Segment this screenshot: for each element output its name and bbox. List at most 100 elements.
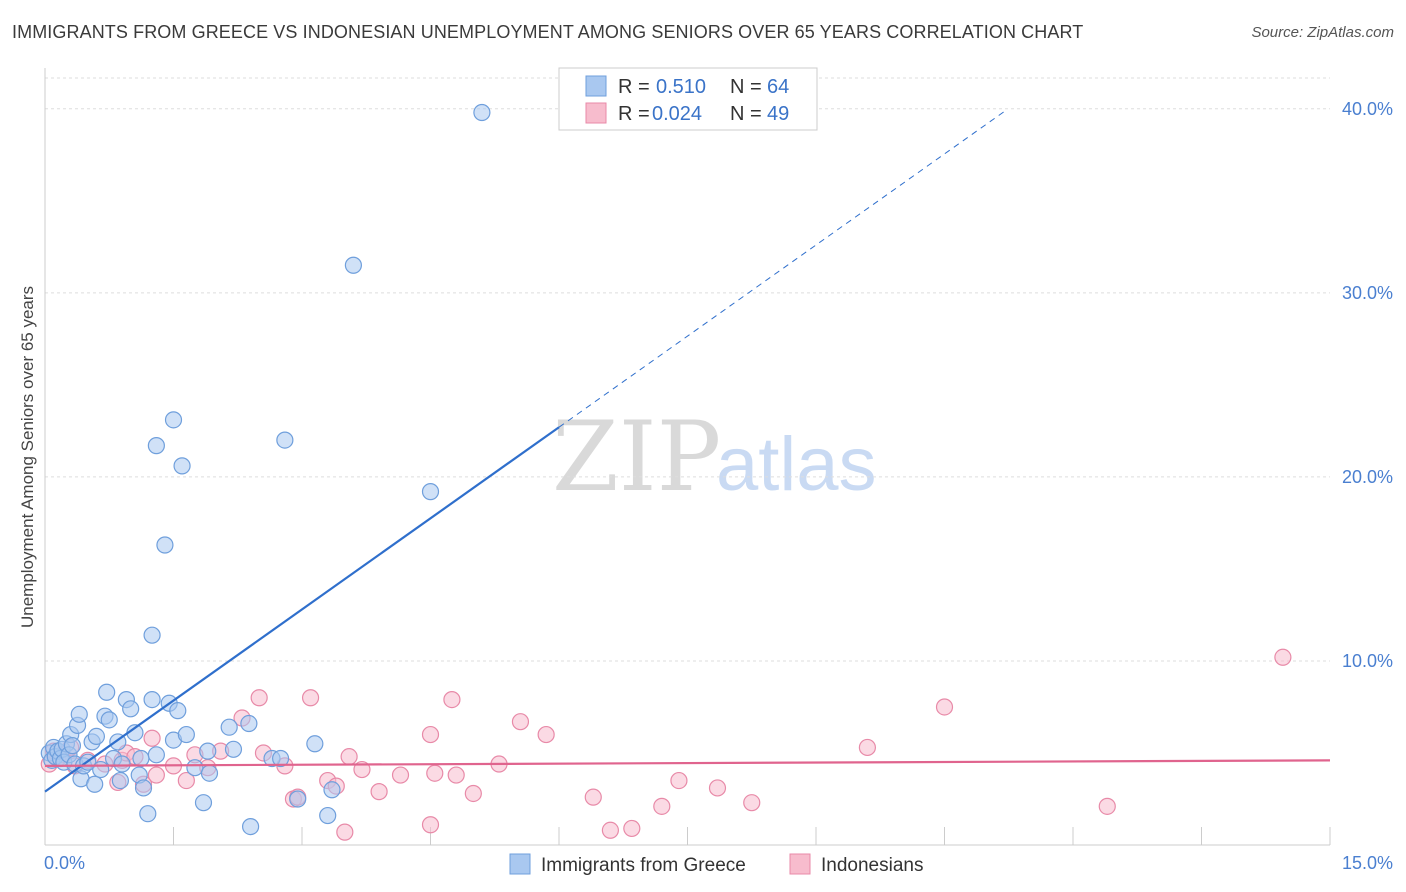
point-indonesians xyxy=(143,729,161,747)
point-indonesians xyxy=(147,766,165,784)
point-indonesians xyxy=(935,698,954,716)
point-greece xyxy=(143,691,161,709)
point-greece xyxy=(199,742,217,760)
point-greece xyxy=(289,790,307,808)
point-indonesians xyxy=(301,689,320,707)
y-tick-label: 30.0% xyxy=(1342,283,1393,303)
point-greece xyxy=(177,725,195,744)
point-greece xyxy=(147,437,165,455)
point-indonesians xyxy=(447,766,465,784)
legend-r-label-greece: R = xyxy=(618,76,650,98)
point-greece xyxy=(122,700,140,718)
point-indonesians xyxy=(653,797,671,815)
point-greece xyxy=(344,256,362,274)
point-greece xyxy=(100,711,118,729)
trend-line-greece-extension xyxy=(558,110,1005,428)
point-greece xyxy=(240,714,258,733)
point-greece xyxy=(306,735,324,753)
point-indonesians xyxy=(426,764,444,782)
point-greece xyxy=(220,718,238,736)
y-tick-label: 10.0% xyxy=(1342,651,1393,671)
point-greece xyxy=(70,705,88,723)
point-indonesians xyxy=(464,784,482,803)
legend-n-label-indonesians: N = xyxy=(730,103,762,125)
point-indonesians xyxy=(370,783,388,801)
y-tick-label: 40.0% xyxy=(1342,99,1393,119)
point-greece xyxy=(173,457,191,475)
point-greece xyxy=(147,746,165,764)
bottom-legend: Immigrants from Greece Indonesians xyxy=(509,853,923,876)
point-greece xyxy=(242,817,260,836)
point-greece xyxy=(143,626,161,644)
bottom-legend-label-indonesians: Indonesians xyxy=(821,855,923,876)
point-indonesians xyxy=(670,771,688,790)
chart-title: IMMIGRANTS FROM GREECE VS INDONESIAN UNE… xyxy=(12,22,1084,42)
point-indonesians xyxy=(443,691,461,709)
legend-n-label-greece: N = xyxy=(730,76,762,98)
point-greece xyxy=(63,737,82,755)
point-greece xyxy=(276,431,294,449)
y-axis-label: Unemployment Among Seniors over 65 years xyxy=(18,286,37,628)
point-indonesians xyxy=(537,725,555,744)
point-greece xyxy=(134,779,153,797)
point-greece xyxy=(132,749,150,768)
legend-swatch-greece xyxy=(585,75,607,97)
legend-swatch-indonesians xyxy=(585,102,607,124)
chart-source: Source: ZipAtlas.com xyxy=(1251,24,1394,41)
point-indonesians xyxy=(743,794,761,812)
point-greece xyxy=(194,794,213,812)
trend-lines xyxy=(44,110,1331,793)
point-indonesians xyxy=(250,689,268,707)
y-axis-ticks: 10.0% 20.0% 30.0% 40.0% xyxy=(1342,99,1393,671)
legend-n-value-indonesians: 49 xyxy=(767,103,789,125)
y-tick-label: 20.0% xyxy=(1342,467,1393,487)
point-greece xyxy=(224,740,243,758)
legend-r-label-indonesians: R = xyxy=(618,103,650,125)
point-indonesians xyxy=(584,788,602,806)
point-greece xyxy=(113,755,131,773)
point-greece xyxy=(156,536,174,554)
bottom-legend-label-greece: Immigrants from Greece xyxy=(541,855,746,876)
point-greece xyxy=(323,781,341,799)
point-indonesians xyxy=(601,821,620,839)
point-indonesians xyxy=(511,713,530,731)
point-indonesians xyxy=(177,771,195,790)
point-indonesians xyxy=(1274,648,1292,666)
watermark: ZIP atlas xyxy=(552,401,877,513)
point-greece xyxy=(473,103,491,122)
point-greece xyxy=(87,727,106,746)
bottom-legend-swatch-greece xyxy=(509,853,531,875)
trend-line-indonesians xyxy=(44,759,1331,767)
point-greece xyxy=(139,805,157,823)
point-indonesians xyxy=(336,823,354,841)
point-greece xyxy=(319,806,337,825)
watermark-atlas: atlas xyxy=(716,422,877,507)
point-indonesians xyxy=(623,819,641,838)
legend-r-value-greece: 0.510 xyxy=(656,76,706,98)
point-greece xyxy=(421,483,440,501)
point-greece xyxy=(98,683,116,701)
legend-n-value-greece: 64 xyxy=(767,76,789,98)
legend: R = 0.510 N = 64 R = 0.024 N = 49 xyxy=(558,67,818,131)
trend-line-greece xyxy=(44,426,560,793)
point-indonesians xyxy=(708,779,727,797)
point-indonesians xyxy=(421,725,440,744)
point-indonesians xyxy=(1098,797,1116,815)
point-indonesians xyxy=(391,766,410,784)
point-greece xyxy=(164,411,183,429)
point-greece xyxy=(200,764,219,782)
watermark-zip: ZIP xyxy=(552,401,721,513)
point-greece xyxy=(186,759,204,777)
point-indonesians xyxy=(421,816,440,834)
bottom-legend-swatch-indonesians xyxy=(789,853,811,875)
point-greece xyxy=(86,775,104,793)
point-greece xyxy=(169,702,187,720)
x-tick-label-min: 0.0% xyxy=(44,853,85,873)
x-tick-label-max: 15.0% xyxy=(1342,853,1393,873)
x-axis-ticks: 0.0% 15.0% xyxy=(44,853,1393,873)
point-indonesians xyxy=(858,738,877,757)
point-greece xyxy=(92,760,110,779)
point-indonesians xyxy=(340,748,358,766)
point-greece xyxy=(271,749,290,768)
